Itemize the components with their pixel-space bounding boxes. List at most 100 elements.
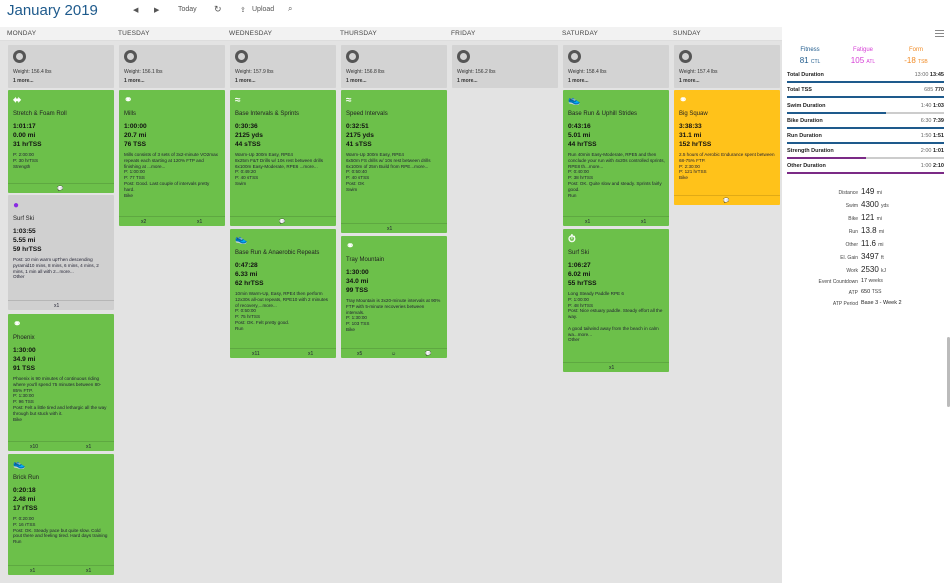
scale-icon (457, 50, 470, 63)
menu-icon[interactable] (935, 30, 944, 37)
day-monday: MONDAY (7, 30, 37, 37)
day-friday: FRIDAY (451, 30, 476, 37)
swim-duration-row: Swim Duration 1:40 1:03 (787, 103, 944, 109)
workout-card-base-intervals[interactable]: ≈ Base Intervals & Sprints 0:30:36 2125 … (230, 90, 336, 226)
fatigue-value: 105 ATL (850, 56, 876, 65)
workout-footer: x2 x1 (119, 216, 225, 226)
run-duration-bar (787, 142, 944, 144)
workout-description: Post: 10 min warm upThen descending pyra… (13, 257, 99, 280)
workout-card-big-squaw[interactable]: ⚭ Big Squaw 3:38:33 31.1 mi 152 hrTSS 2.… (674, 90, 780, 205)
workout-card-stretch[interactable]: ⬌ Stretch & Foam Roll 1:01:17 0.00 mi 31… (8, 90, 114, 193)
smiley-icon[interactable]: ☺ (391, 351, 397, 357)
total-tss-row: Total TSS 685 770 (787, 87, 944, 93)
workout-tss: 91 TSS (13, 365, 35, 372)
workout-card-brick-run[interactable]: 👟 Brick Run 0:20:18 2.48 mi 17 rTSS P: 0… (8, 454, 114, 575)
workout-distance: 2175 yds (346, 132, 374, 139)
comment-count[interactable]: x1 (86, 568, 92, 574)
weight-card-thursday[interactable]: Weight: 156.8 lbs 1 more... (341, 45, 447, 88)
comment-count[interactable]: x1 (86, 444, 92, 450)
bike-icon: ⚭ (679, 95, 688, 106)
next-month-icon[interactable]: ▶ (154, 7, 160, 14)
lap-count[interactable]: x10 (30, 444, 39, 450)
run-duration-row: Run Duration 1:50 1:51 (787, 133, 944, 139)
workout-duration: 0:43:16 (568, 123, 591, 130)
workout-card-speed-intervals[interactable]: ≈ Speed Intervals 0:32:51 2175 yds 41 sT… (341, 90, 447, 233)
comment-count[interactable]: x1 (308, 351, 314, 357)
today-button[interactable]: Today (178, 6, 197, 13)
workout-footer: 💬 (674, 195, 780, 205)
lap-count[interactable]: x1 (30, 568, 36, 574)
day-wednesday: WEDNESDAY (229, 30, 273, 37)
workout-distance: 2125 yds (235, 132, 263, 139)
more-link[interactable]: 1 more... (124, 78, 145, 84)
workout-duration: 0:20:18 (13, 487, 36, 494)
comment-count[interactable]: x1 (197, 219, 203, 225)
workout-description: Phoenix is 90 minutes of continuous ridi… (13, 376, 107, 422)
more-link[interactable]: 1 more... (346, 78, 367, 84)
workout-footer: x1 x1 (8, 565, 114, 575)
workout-footer: x10 x1 (8, 441, 114, 451)
workout-card-mills[interactable]: ⚭ Mills 1:00:00 20.7 mi 76 TSS Mills con… (119, 90, 225, 226)
comment-icon[interactable]: 💬 (279, 219, 286, 225)
workout-card-surfski-sat[interactable]: ⏱ Surf Ski 1:06:27 6.02 mi 55 hrTSS Long… (563, 229, 669, 372)
day-sunday: SUNDAY (673, 30, 701, 37)
workout-description: P: 2:00:00 P: 30 hrTSS Strength (13, 152, 39, 169)
upload-button[interactable]: Upload (252, 6, 275, 13)
comment-count[interactable]: x1 (641, 219, 647, 225)
weight-card-wednesday[interactable]: Weight: 157.9 lbs 1 more... (230, 45, 336, 88)
comment-icon[interactable]: 💬 (723, 198, 730, 204)
workout-description: P: 0:20:00 P: 16 rTSS Post: OK. Steady p… (13, 516, 108, 545)
workout-footer: x5 ☺ 💬 (341, 348, 447, 358)
bike-duration-row: Bike Duration 6:30 7:39 (787, 118, 944, 124)
workout-card-surfski-mon[interactable]: ● Surf Ski 1:03:55 5.55 mi 59 hrTSS Post… (8, 195, 114, 310)
scrollbar[interactable] (947, 337, 950, 407)
more-link[interactable]: 1 more... (235, 78, 256, 84)
workout-card-phoenix[interactable]: ⚭ Phoenix 1:30:00 34.9 mi 91 TSS Phoenix… (8, 314, 114, 451)
workout-tss: 44 sTSS (235, 141, 261, 148)
comment-count[interactable]: x1 (387, 226, 393, 232)
workout-card-base-run-strides[interactable]: 👟 Base Run & Uphill Strides 0:43:16 5.01… (563, 90, 669, 226)
scale-icon (235, 50, 248, 63)
workout-title: Stretch & Foam Roll (13, 111, 67, 117)
lap-count[interactable]: x1 (585, 219, 591, 225)
weight-card-friday[interactable]: Weight: 156.2 lbs 1 more... (452, 45, 558, 88)
top-toolbar: January 2019 ◀ ▶ Today ↻ ⇪ Upload ⌕ (0, 0, 950, 27)
more-link[interactable]: 1 more... (13, 78, 34, 84)
weight-value: Weight: 156.1 lbs (124, 69, 163, 75)
lap-count[interactable]: x11 (252, 351, 260, 357)
weight-value: Weight: 157.4 lbs (679, 69, 718, 75)
workout-duration: 1:30:00 (346, 269, 369, 276)
search-icon[interactable]: ⌕ (288, 4, 293, 13)
more-link[interactable]: 1 more... (457, 78, 478, 84)
weight-card-sunday[interactable]: Weight: 157.4 lbs 1 more... (674, 45, 780, 88)
prev-month-icon[interactable]: ◀ (133, 7, 139, 14)
workout-title: Phoenix (13, 335, 35, 341)
total-tss-bar (787, 96, 944, 98)
workout-card-tray-mountain[interactable]: ⚭ Tray Mountain 1:30:00 34.0 mi 99 TSS T… (341, 236, 447, 358)
lap-count[interactable]: x5 (357, 351, 363, 357)
comment-icon[interactable]: 💬 (425, 351, 432, 357)
refresh-icon[interactable]: ↻ (214, 4, 222, 14)
comment-count[interactable]: x1 (609, 365, 615, 371)
weight-card-saturday[interactable]: Weight: 158.4 lbs 1 more... (563, 45, 669, 88)
weight-card-monday[interactable]: Weight: 156.4 lbs 1 more... (8, 45, 114, 88)
more-link[interactable]: 1 more... (568, 78, 589, 84)
day-thursday: THURSDAY (340, 30, 377, 37)
workout-card-base-run-anaerobic[interactable]: 👟 Base Run & Anaerobic Repeats 0:47:28 6… (230, 229, 336, 358)
workout-distance: 5.01 mi (568, 132, 591, 139)
stat-run: 13.8 mi (861, 226, 885, 235)
strength-icon: ⬌ (13, 95, 22, 106)
workout-footer: x1 (341, 223, 447, 233)
workout-distance: 0.00 mi (13, 132, 36, 139)
stat-label: ATP (848, 290, 858, 296)
weight-card-tuesday[interactable]: Weight: 156.1 lbs 1 more... (119, 45, 225, 88)
workout-distance: 5.55 mi (13, 237, 36, 244)
workout-tss: 31 hrTSS (13, 141, 42, 148)
lap-count[interactable]: x2 (141, 219, 147, 225)
comment-count[interactable]: x1 (54, 303, 60, 309)
upload-icon[interactable]: ⇪ (240, 7, 246, 14)
workout-title: Speed Intervals (346, 111, 388, 117)
more-link[interactable]: 1 more... (679, 78, 700, 84)
comment-icon[interactable]: 💬 (57, 186, 64, 192)
stat-distance: 149 mi (861, 187, 882, 196)
